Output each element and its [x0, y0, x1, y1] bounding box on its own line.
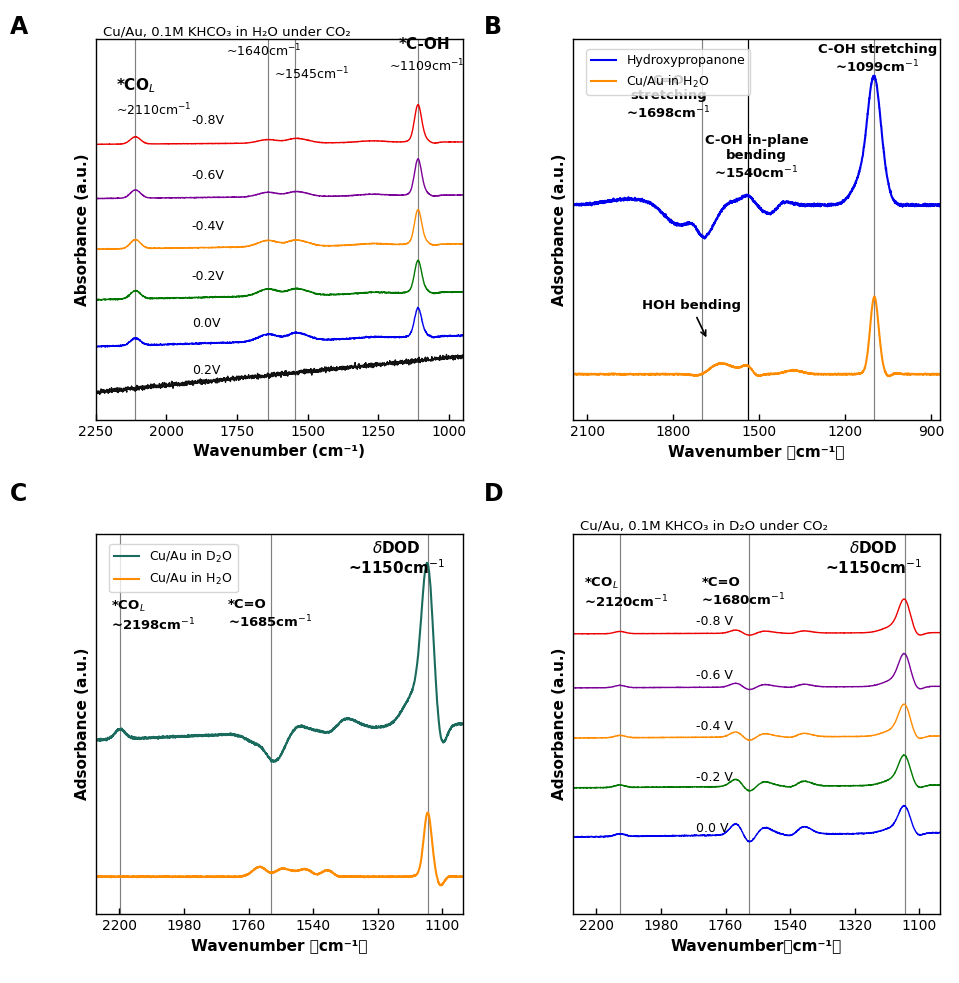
- Text: -0.4 V: -0.4 V: [696, 721, 733, 733]
- Y-axis label: Adsorbance (a.u.): Adsorbance (a.u.): [76, 648, 90, 800]
- Legend: Hydroxypropanone, Cu/Au in H$_2$O: Hydroxypropanone, Cu/Au in H$_2$O: [587, 49, 750, 94]
- Text: $\delta$DOD
~1150cm$^{-1}$: $\delta$DOD ~1150cm$^{-1}$: [826, 540, 923, 577]
- X-axis label: Wavenumber （cm⁻¹）: Wavenumber （cm⁻¹）: [668, 444, 845, 459]
- Text: 0.0V: 0.0V: [192, 318, 221, 330]
- Text: ~2110cm$^{-1}$: ~2110cm$^{-1}$: [116, 102, 192, 118]
- Text: -0.2 V: -0.2 V: [696, 771, 733, 783]
- Text: -0.4V: -0.4V: [192, 219, 224, 233]
- Text: ~1640cm$^{-1}$: ~1640cm$^{-1}$: [226, 43, 302, 59]
- Text: 0.0 V: 0.0 V: [696, 822, 729, 835]
- Y-axis label: Absorbance (a.u.): Absorbance (a.u.): [76, 153, 90, 306]
- Text: -0.8 V: -0.8 V: [696, 615, 734, 628]
- Text: *CO$_L$: *CO$_L$: [116, 77, 155, 95]
- Text: C-OH in-plane
bending
~1540cm$^{-1}$: C-OH in-plane bending ~1540cm$^{-1}$: [705, 135, 808, 182]
- Text: $\delta$DOD
~1150cm$^{-1}$: $\delta$DOD ~1150cm$^{-1}$: [348, 540, 445, 577]
- Text: C=O
stretching
~1698cm$^{-1}$: C=O stretching ~1698cm$^{-1}$: [626, 74, 711, 121]
- Text: -0.6 V: -0.6 V: [696, 669, 733, 682]
- Text: ~1109cm$^{-1}$: ~1109cm$^{-1}$: [389, 58, 465, 75]
- Text: *C=O
~1680cm$^{-1}$: *C=O ~1680cm$^{-1}$: [701, 576, 785, 607]
- Text: 0.2V: 0.2V: [192, 365, 221, 377]
- Text: ~1545cm$^{-1}$: ~1545cm$^{-1}$: [274, 66, 349, 83]
- Legend: Cu/Au in D$_2$O, Cu/Au in H$_2$O: Cu/Au in D$_2$O, Cu/Au in H$_2$O: [109, 544, 238, 593]
- Text: C: C: [10, 483, 27, 506]
- Text: Cu/Au, 0.1M KHCO₃ in H₂O under CO₂: Cu/Au, 0.1M KHCO₃ in H₂O under CO₂: [104, 26, 351, 38]
- Text: -0.6V: -0.6V: [192, 169, 224, 182]
- Text: HOH bending: HOH bending: [642, 299, 740, 336]
- Y-axis label: Adsorbance (a.u.): Adsorbance (a.u.): [552, 153, 568, 306]
- Text: *C-OH: *C-OH: [399, 36, 450, 52]
- Text: C-OH stretching
~1099cm$^{-1}$: C-OH stretching ~1099cm$^{-1}$: [818, 43, 937, 76]
- Text: -0.2V: -0.2V: [192, 270, 224, 283]
- Text: *CO$_L$
~2198cm$^{-1}$: *CO$_L$ ~2198cm$^{-1}$: [110, 599, 195, 633]
- Text: B: B: [484, 16, 503, 39]
- Text: A: A: [10, 16, 28, 39]
- Y-axis label: Adsorbance (a.u.): Adsorbance (a.u.): [552, 648, 568, 800]
- Text: D: D: [484, 483, 503, 506]
- X-axis label: Wavenumber （cm⁻¹）: Wavenumber （cm⁻¹）: [191, 939, 367, 954]
- Text: *CO$_L$
~2120cm$^{-1}$: *CO$_L$ ~2120cm$^{-1}$: [584, 576, 668, 610]
- X-axis label: Wavenumber (cm⁻¹): Wavenumber (cm⁻¹): [194, 444, 365, 459]
- Text: -0.8V: -0.8V: [192, 114, 224, 128]
- Text: Cu/Au, 0.1M KHCO₃ in D₂O under CO₂: Cu/Au, 0.1M KHCO₃ in D₂O under CO₂: [580, 520, 829, 533]
- Text: *C=O
~1685cm$^{-1}$: *C=O ~1685cm$^{-1}$: [228, 599, 313, 631]
- X-axis label: Wavenumber（cm⁻¹）: Wavenumber（cm⁻¹）: [670, 939, 842, 954]
